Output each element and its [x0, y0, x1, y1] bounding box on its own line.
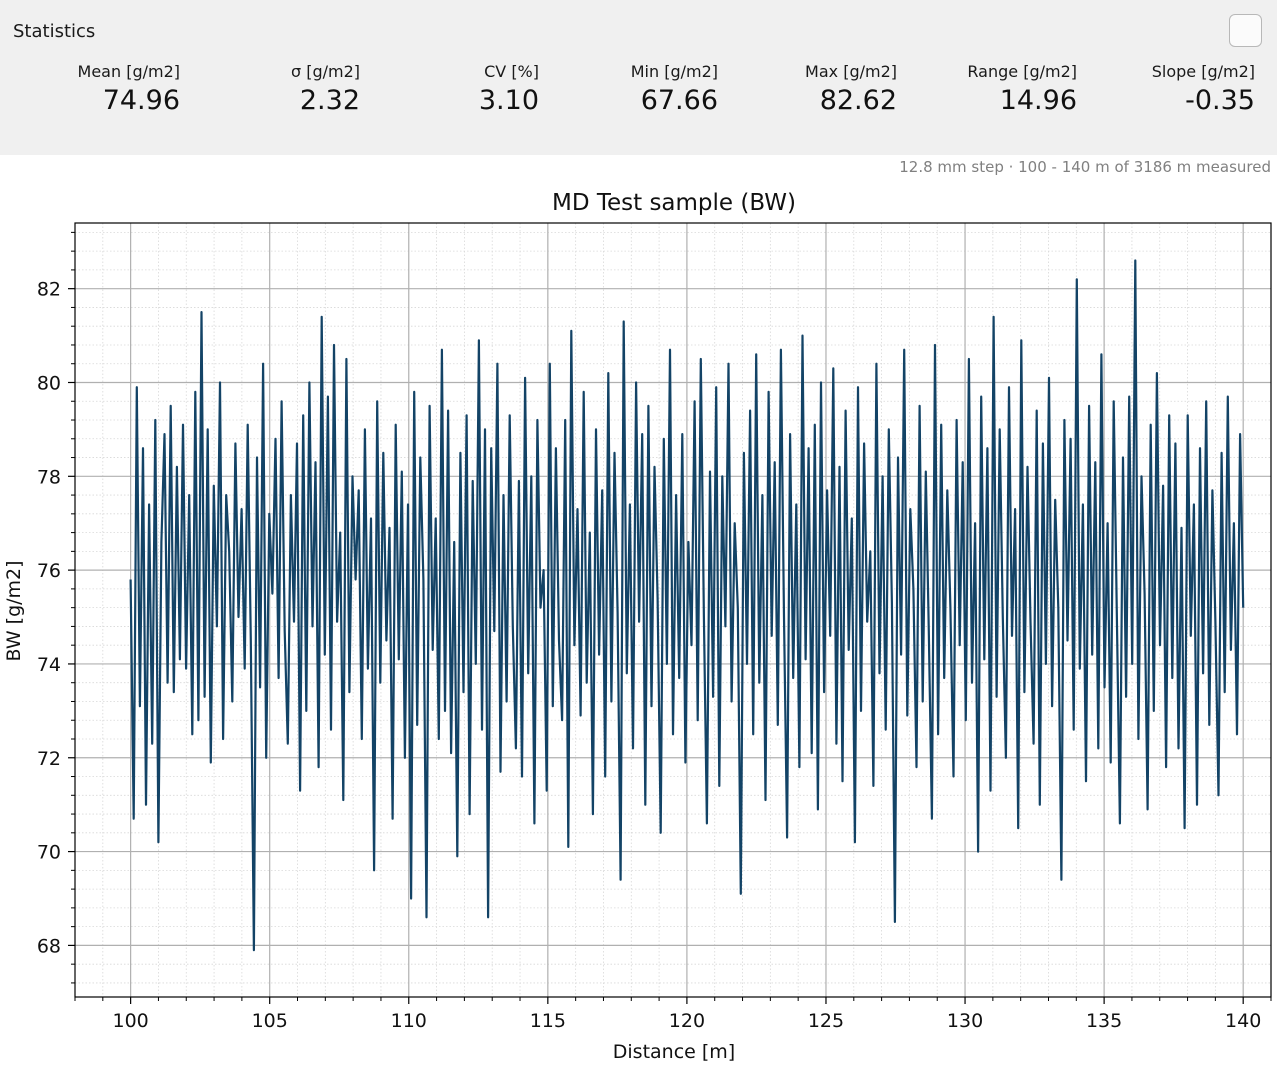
- statistics-panel: Statistics Mean [g/m2] 74.96 σ [g/m2] 2.…: [0, 0, 1277, 155]
- series-line-bw: [129, 259, 1245, 952]
- stat-label: Mean [g/m2]: [77, 62, 180, 81]
- stat-max: Max [g/m2] 82.62: [805, 62, 897, 116]
- minor-grid: [74, 223, 1272, 997]
- stat-sigma: σ [g/m2] 2.32: [291, 62, 360, 116]
- stat-slope: Slope [g/m2] -0.35: [1152, 62, 1255, 116]
- x-tick-label: 105: [252, 1010, 288, 1032]
- stat-value: -0.35: [1185, 85, 1255, 116]
- x-tick-label: 125: [808, 1010, 844, 1032]
- x-tick-label: 115: [530, 1010, 566, 1032]
- x-tick-label: 140: [1225, 1010, 1261, 1032]
- statistics-toggle-checkbox[interactable]: [1229, 14, 1262, 47]
- y-axis-label: BW [g/m2]: [3, 560, 25, 661]
- measurement-caption: 12.8 mm step · 100 - 140 m of 3186 m mea…: [899, 158, 1271, 176]
- y-tick-label: 80: [37, 372, 61, 394]
- stat-value: 2.32: [299, 85, 360, 116]
- stat-label: Range [g/m2]: [967, 62, 1077, 81]
- stat-value: 14.96: [999, 85, 1077, 116]
- x-tick-label: 135: [1086, 1010, 1122, 1032]
- statistics-title: Statistics: [13, 21, 96, 42]
- stat-label: σ [g/m2]: [290, 62, 360, 81]
- y-tick-label: 78: [37, 466, 61, 488]
- y-tick-label: 82: [37, 279, 61, 301]
- stat-value: 67.66: [640, 85, 718, 116]
- x-tick-label: 100: [112, 1010, 148, 1032]
- chart-title: MD Test sample (BW): [552, 190, 796, 216]
- x-axis-label: Distance [m]: [613, 1041, 735, 1063]
- stat-label: Slope [g/m2]: [1151, 62, 1255, 81]
- y-tick-label: 76: [37, 560, 61, 582]
- stat-label: Max [g/m2]: [805, 62, 897, 81]
- bw-line-chart: MD Test sample (BW) 100 105 110 115 120 125 13…: [3, 190, 1272, 1063]
- y-tick-label: 68: [37, 935, 61, 957]
- plot-frame: [74, 222, 1272, 998]
- x-axis-ticks: 100 105 110 115 120 125 130 135 140: [74, 997, 1272, 1032]
- stat-cv: CV [%] 3.10: [479, 62, 539, 116]
- x-tick-label: 130: [947, 1010, 983, 1032]
- stat-range: Range [g/m2] 14.96: [967, 62, 1077, 116]
- stat-label: Min [g/m2]: [630, 62, 718, 81]
- x-tick-label: 120: [669, 1010, 705, 1032]
- stat-value: 3.10: [478, 85, 539, 116]
- stat-min: Min [g/m2] 67.66: [631, 62, 718, 116]
- major-grid: [75, 223, 1271, 997]
- stat-mean: Mean [g/m2] 74.96: [78, 62, 180, 116]
- x-tick-label: 110: [391, 1010, 427, 1032]
- y-tick-label: 74: [37, 654, 61, 676]
- stat-label: CV [%]: [484, 62, 539, 81]
- y-tick-label: 70: [37, 842, 61, 864]
- y-axis-ticks: 68 70 72 74 76 78 80 82: [37, 231, 75, 984]
- y-tick-label: 72: [37, 748, 61, 770]
- stat-value: 82.62: [819, 85, 897, 116]
- stat-value: 74.96: [102, 85, 180, 116]
